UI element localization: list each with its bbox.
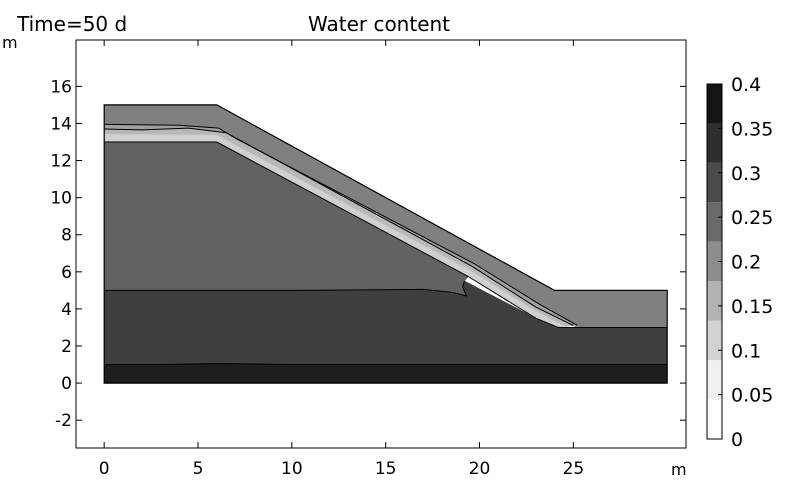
axes: 0 5 10 15 20 25 -2 0 2 4 6 8 10 12 14 16: [50, 39, 687, 479]
y-tick-label: 0: [61, 374, 72, 394]
colorbar-label: 0.05: [731, 385, 773, 407]
y-tick-label: 16: [50, 77, 72, 97]
contour-boundary-0: [104, 363, 668, 365]
colorbar-label: 0: [731, 429, 743, 451]
colorbar-swatch: [707, 320, 722, 361]
colorbar-swatch: [707, 281, 722, 321]
colorbar-label: 0.35: [731, 118, 773, 140]
contour-boundary-2: [104, 141, 668, 328]
plot-area: [103, 104, 668, 384]
colorbar-swatch: [707, 241, 722, 282]
y-tick-label: 12: [50, 152, 72, 172]
colorbar-label: 0.1: [731, 340, 761, 362]
colorbar-swatch: [707, 202, 722, 242]
plot-frame: [75, 39, 687, 449]
y-axis-unit: m: [2, 33, 18, 52]
domain-outline: [103, 104, 668, 384]
x-tick-label: 15: [375, 459, 397, 479]
x-axis-unit: m: [671, 460, 687, 479]
y-tick-label: -2: [55, 411, 72, 431]
y-tick-label: 14: [50, 114, 72, 134]
colorbar-swatch: [707, 123, 722, 163]
y-tick-label: 2: [61, 337, 72, 357]
plot-title: Water content: [308, 12, 450, 36]
y-tick-label: 6: [61, 263, 72, 283]
y-tick-label: 8: [61, 226, 72, 246]
colorbar-label: 0.3: [731, 163, 761, 185]
colorbar-label: 0.4: [731, 74, 761, 96]
x-tick-label: 20: [469, 459, 491, 479]
x-tick-label: 0: [99, 459, 110, 479]
x-tick-label: 25: [563, 459, 585, 479]
colorbar-swatch: [707, 84, 722, 124]
colorbar-swatch: [707, 162, 722, 203]
colorbar-swatch: [707, 399, 722, 439]
colorbar-label: 0.15: [731, 296, 773, 318]
contour-boundary-4: [104, 123, 578, 326]
y-tick-label: 10: [50, 189, 72, 209]
colorbar: 0 0.05 0.1 0.15 0.2 0.25 0.3 0.35 0.4: [706, 74, 773, 451]
contour-boundary-1: [104, 280, 468, 297]
colorbar-swatch: [707, 360, 722, 400]
x-tick-label: 5: [193, 459, 204, 479]
x-tick-label: 10: [281, 459, 303, 479]
y-tick-label: 4: [61, 300, 72, 320]
time-label: Time=50 d: [16, 12, 127, 36]
colorbar-label: 0.2: [731, 252, 761, 274]
region-bottom-layer: [103, 363, 668, 384]
colorbar-label: 0.25: [731, 207, 773, 229]
